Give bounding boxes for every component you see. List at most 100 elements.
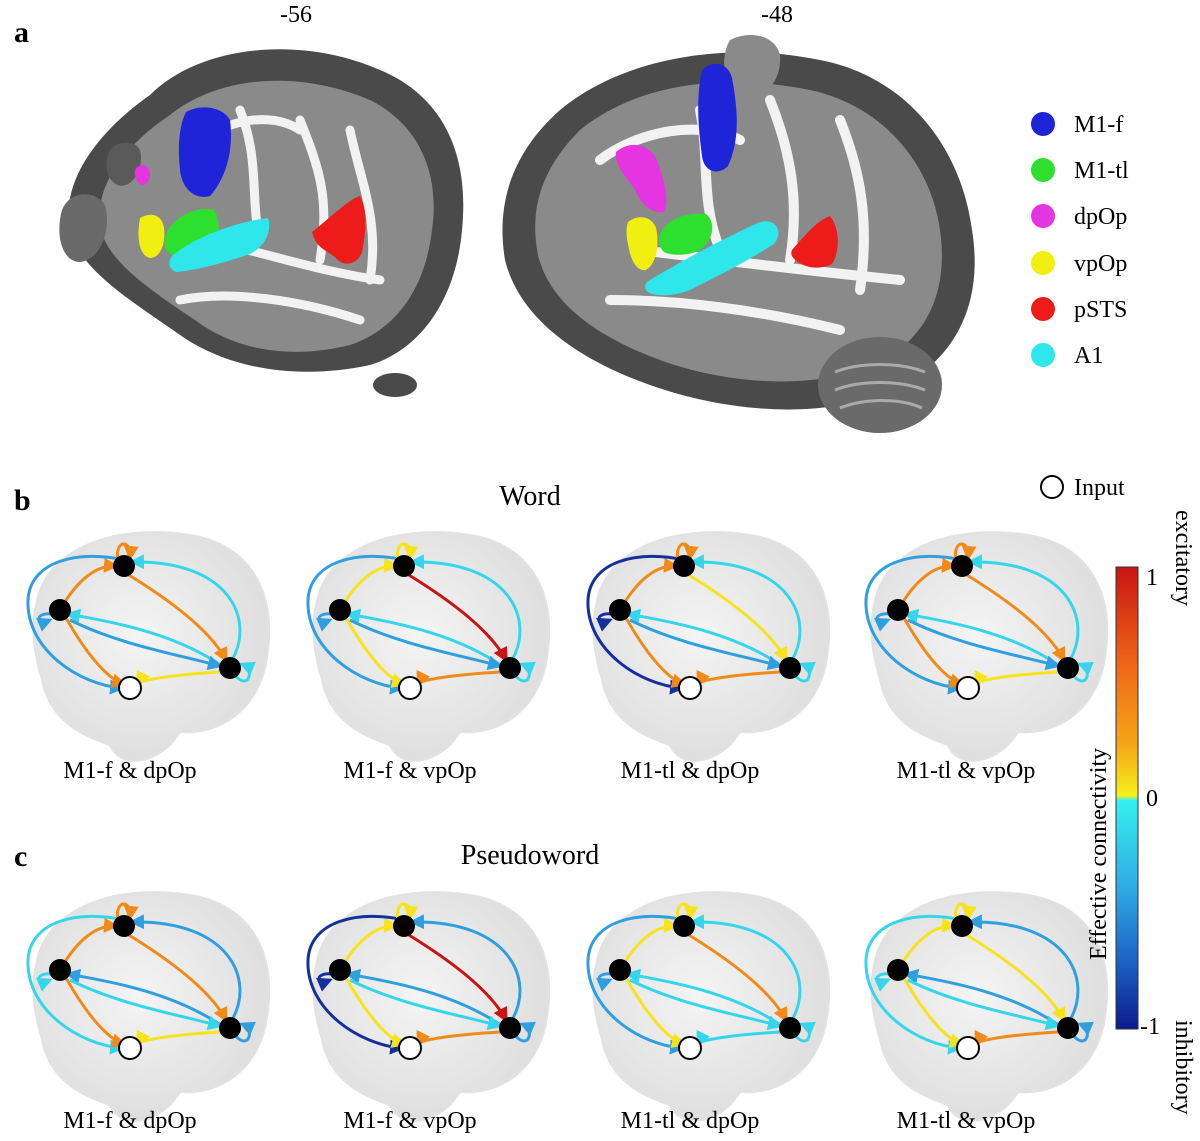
- panel-c-title: Pseudoword: [461, 840, 599, 871]
- legend-item-m1-f: M1-f: [1031, 112, 1123, 138]
- input-legend-circle: [1040, 475, 1064, 499]
- legend-item-vpop: vpOp: [1031, 251, 1127, 277]
- cond-label-c-2: M1-f & vpOp: [343, 1108, 476, 1134]
- panel-c-letter: c: [14, 840, 27, 873]
- node-m1: [951, 915, 973, 937]
- legend-label-psts: pSTS: [1074, 297, 1127, 323]
- self-connection-op: [316, 972, 333, 992]
- connection-arrow: [864, 554, 963, 695]
- self-connection-sts: [512, 1021, 536, 1043]
- legend-label-m1-tl: M1-tl: [1074, 158, 1129, 184]
- brain-outline: [32, 531, 271, 762]
- connection-arrow: [907, 618, 1061, 671]
- connection-arrow: [403, 930, 508, 1023]
- self-connection-sts: [1070, 661, 1094, 683]
- network-diagram-2: [306, 531, 551, 762]
- connection-arrow: [409, 554, 522, 661]
- panel-b-letter: b: [14, 484, 31, 517]
- cond-label-b-1: M1-f & dpOp: [63, 758, 196, 784]
- connection-arrow: [306, 554, 405, 695]
- connection-arrow: [306, 914, 405, 1055]
- self-connection-m1: [115, 542, 139, 561]
- connection-arrow: [967, 554, 1080, 661]
- sagittal-slice-right: [502, 35, 975, 433]
- colorbar-top-label: excitatory: [1170, 510, 1196, 606]
- colorbar-gradient: [1115, 566, 1139, 1030]
- cond-label-b-3: M1-tl & dpOp: [621, 758, 760, 784]
- sagittal-slice-left: [59, 49, 464, 397]
- network-diagram-7: [586, 891, 831, 1122]
- network-diagram-6: [306, 891, 551, 1122]
- brain-outline: [32, 891, 271, 1122]
- network-diagrams: [26, 531, 1109, 1122]
- colorbar-mid-tick: 0: [1146, 786, 1158, 812]
- self-connection-m1: [395, 902, 419, 921]
- input-legend-label: Input: [1074, 475, 1125, 501]
- brain-outline: [592, 531, 831, 762]
- self-connection-sts: [232, 1021, 256, 1043]
- node-op: [609, 599, 631, 621]
- node-op: [609, 959, 631, 981]
- connection-arrow: [26, 554, 125, 695]
- connection-arrow: [403, 570, 508, 663]
- legend-swatch-m1-tl: [1031, 158, 1055, 182]
- self-connection-m1: [953, 542, 977, 561]
- cond-label-b-2: M1-f & vpOp: [343, 758, 476, 784]
- node-op: [329, 599, 351, 621]
- cond-label-b-4: M1-tl & vpOp: [897, 758, 1036, 784]
- legend-swatch-a1: [1031, 343, 1055, 367]
- legend-swatch-m1-f: [1031, 112, 1055, 136]
- node-sts: [779, 1017, 801, 1039]
- network-diagram-5: [26, 891, 271, 1122]
- self-connection-sts: [792, 1021, 816, 1043]
- connection-arrow: [345, 968, 503, 1028]
- self-connection-op: [596, 972, 613, 992]
- legend-swatch-vpop: [1031, 251, 1055, 275]
- brain-outline: [312, 891, 551, 1122]
- connection-arrow: [123, 570, 228, 663]
- node-op: [329, 959, 351, 981]
- node-op: [49, 959, 71, 981]
- brain-outline: [870, 891, 1109, 1122]
- network-diagram-3: [586, 531, 831, 762]
- connection-arrow: [349, 978, 503, 1031]
- connection-arrow: [961, 930, 1066, 1023]
- brain-outline: [312, 531, 551, 762]
- self-connection-m1: [675, 902, 699, 921]
- connection-arrow: [689, 554, 802, 661]
- connection-arrow: [864, 914, 963, 1055]
- connection-arrow: [907, 978, 1061, 1031]
- region-legend: M1-f M1-tl dpOp vpOp pSTS A1: [1031, 112, 1129, 369]
- connection-arrow: [689, 914, 802, 1021]
- node-m1: [393, 555, 415, 577]
- connection-arrow: [625, 968, 783, 1028]
- connection-arrow: [409, 914, 522, 1021]
- connection-arrow: [349, 618, 503, 671]
- legend-label-a1: A1: [1074, 343, 1103, 369]
- connection-arrow: [683, 570, 788, 663]
- cond-label-c-1: M1-f & dpOp: [63, 1108, 196, 1134]
- self-connection-op: [316, 612, 333, 632]
- connection-arrow: [586, 914, 685, 1055]
- node-input: [118, 1036, 142, 1060]
- brain-outline: [870, 531, 1109, 762]
- legend-item-dpop: dpOp: [1031, 204, 1127, 230]
- colorbar-bottom-label: inhibitory: [1170, 1020, 1196, 1115]
- self-connection-m1: [675, 542, 699, 561]
- node-op: [49, 599, 71, 621]
- network-diagram-1: [26, 531, 271, 762]
- network-diagram-4: [864, 531, 1109, 762]
- node-sts: [1057, 657, 1079, 679]
- connection-arrow: [625, 608, 783, 668]
- connection-arrow: [903, 968, 1061, 1028]
- node-m1: [393, 915, 415, 937]
- node-op: [887, 959, 909, 981]
- connection-arrow: [123, 930, 228, 1023]
- self-connection-op: [874, 612, 891, 632]
- brain-outline: [592, 891, 831, 1122]
- node-input: [118, 676, 142, 700]
- colorbar: 1 0 -1 Effective connectivity excitatory…: [1086, 510, 1196, 1115]
- legend-item-a1: A1: [1031, 343, 1103, 369]
- slice-label-right: -48: [761, 2, 793, 28]
- connection-arrow: [65, 608, 223, 668]
